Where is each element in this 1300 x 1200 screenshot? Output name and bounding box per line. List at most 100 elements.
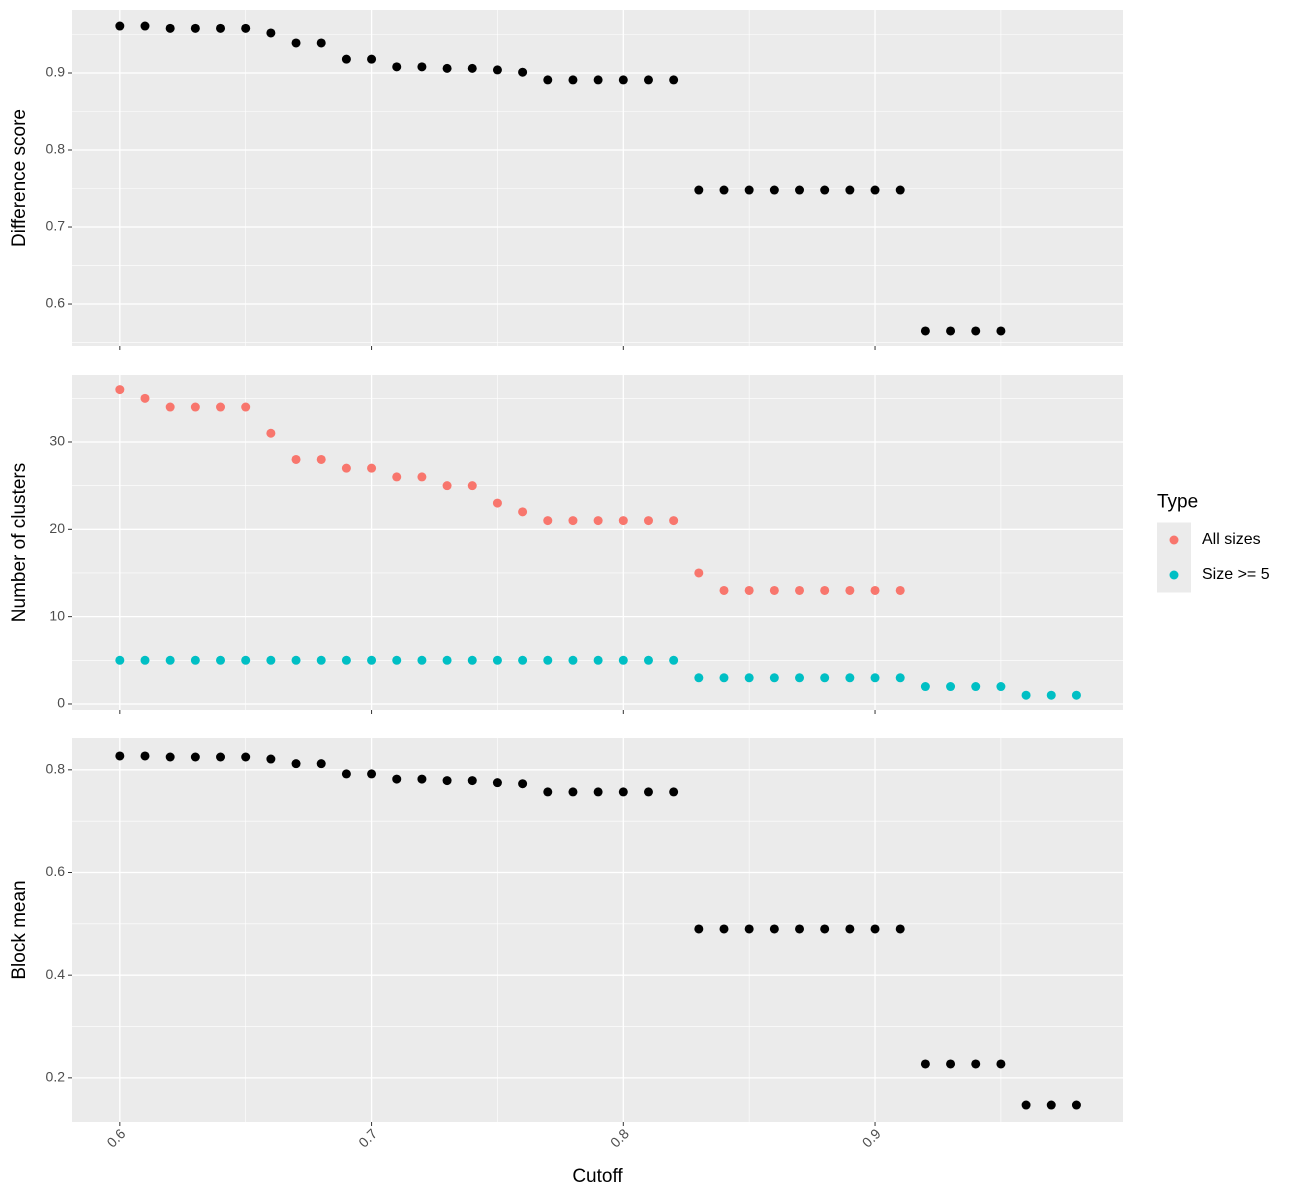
point [895, 673, 905, 683]
y-tick-label: 0.9 [46, 64, 66, 80]
point [820, 185, 830, 195]
point [392, 774, 402, 784]
point [543, 516, 553, 526]
point [216, 655, 226, 665]
y-axis-title: Difference score [9, 109, 30, 247]
point [568, 787, 578, 797]
point [543, 787, 553, 797]
point [996, 1059, 1006, 1069]
point [140, 393, 150, 403]
point [266, 28, 276, 38]
point [492, 655, 502, 665]
point [417, 774, 427, 784]
y-axis-title: Block mean [9, 880, 30, 979]
point [467, 655, 477, 665]
legend-label: Size >= 5 [1202, 566, 1270, 583]
point [845, 585, 855, 595]
y-axis-title: Number of clusters [9, 463, 30, 622]
point [694, 568, 704, 578]
y-tick-label: 0.8 [46, 141, 66, 157]
point [1046, 690, 1056, 700]
point [316, 454, 326, 464]
point [165, 655, 175, 665]
point [971, 682, 981, 692]
point [593, 787, 603, 797]
point [241, 402, 251, 412]
point [190, 655, 200, 665]
x-tick-label: 0.6 [103, 1125, 128, 1150]
point [795, 673, 805, 683]
point [946, 326, 956, 336]
point [165, 402, 175, 412]
point [568, 516, 578, 526]
point [518, 655, 528, 665]
point [543, 75, 553, 85]
point [820, 924, 830, 934]
point [190, 752, 200, 762]
point [341, 54, 351, 64]
point [920, 1059, 930, 1069]
point [442, 63, 452, 73]
y-tick-label: 0.8 [46, 761, 66, 777]
point [643, 75, 653, 85]
point [1071, 690, 1081, 700]
point [593, 655, 603, 665]
point [392, 472, 402, 482]
point [165, 752, 175, 762]
point [518, 779, 528, 789]
y-tick-label: 0.6 [46, 863, 66, 879]
point [820, 673, 830, 683]
x-tick-label: 0.9 [859, 1125, 884, 1150]
point [618, 787, 628, 797]
point [568, 75, 578, 85]
point [719, 924, 729, 934]
point [467, 63, 477, 73]
point [241, 655, 251, 665]
point [593, 75, 603, 85]
point [618, 655, 628, 665]
panel-background [72, 10, 1123, 346]
point [669, 516, 679, 526]
point [769, 673, 779, 683]
point [543, 655, 553, 665]
y-tick-label: 30 [49, 433, 65, 449]
point [492, 778, 502, 788]
point [266, 754, 276, 764]
point [291, 38, 301, 48]
point [618, 75, 628, 85]
point [417, 655, 427, 665]
point [769, 585, 779, 595]
point [744, 673, 754, 683]
point [316, 759, 326, 769]
point [920, 326, 930, 336]
point [115, 385, 125, 395]
point [140, 751, 150, 761]
point [417, 472, 427, 482]
point [266, 655, 276, 665]
legend-title: Type [1157, 492, 1198, 513]
point [946, 682, 956, 692]
point [190, 402, 200, 412]
y-tick-label: 0.2 [46, 1069, 66, 1085]
point [291, 759, 301, 769]
point [115, 21, 125, 31]
point [996, 682, 1006, 692]
point [367, 463, 377, 473]
point [996, 326, 1006, 336]
point [316, 655, 326, 665]
point [719, 585, 729, 595]
point [392, 62, 402, 72]
y-tick-label: 0 [57, 695, 65, 711]
point [367, 54, 377, 64]
point [467, 481, 477, 491]
point [216, 402, 226, 412]
y-tick-label: 20 [49, 520, 65, 536]
x-tick-label: 0.8 [607, 1125, 632, 1150]
point [467, 776, 477, 786]
point [341, 769, 351, 779]
point [291, 454, 301, 464]
panel-background [72, 738, 1123, 1122]
point [1021, 1100, 1031, 1110]
point [417, 62, 427, 72]
point [341, 655, 351, 665]
